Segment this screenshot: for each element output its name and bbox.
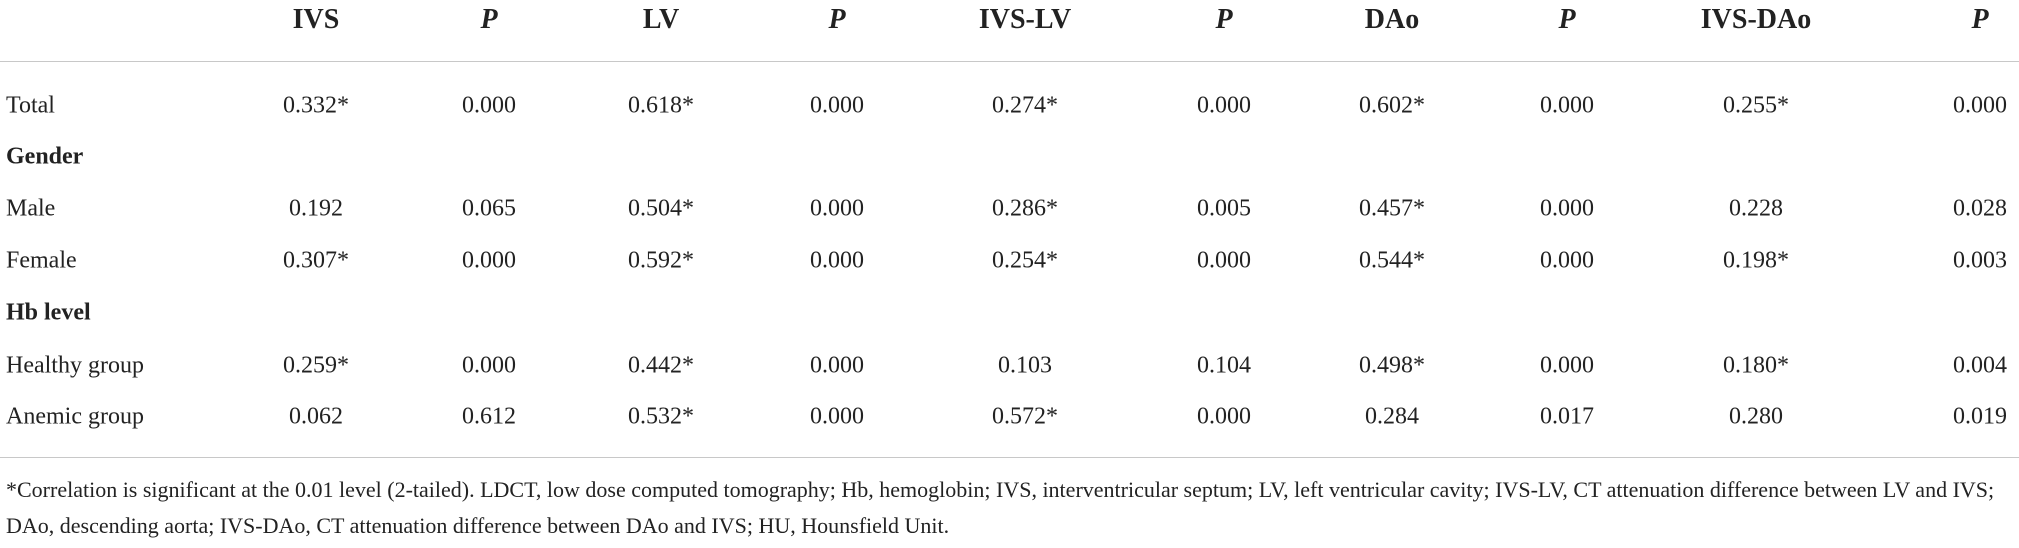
cell: 0.019 [1953,403,2007,430]
cell: 0.000 [1953,92,2007,119]
cell: 0.532* [628,403,694,430]
row-label: Male [6,195,56,222]
cell: 0.198* [1723,247,1789,274]
cell: 0.028 [1953,195,2007,222]
row-label: Anemic group [6,403,144,430]
cell: 0.255* [1723,92,1789,119]
cell: 0.286* [992,195,1058,222]
cell: 0.000 [1197,247,1251,274]
cell: 0.504* [628,195,694,222]
cell: 0.000 [462,352,516,379]
cell: 0.065 [462,195,516,222]
cell: 0.000 [462,92,516,119]
column-header: IVS [292,4,340,35]
cell: 0.254* [992,247,1058,274]
cell: 0.000 [1197,92,1251,119]
cell: 0.000 [462,247,516,274]
section-label: Hb level [6,299,91,326]
footnote: *Correlation is significant at the 0.01 … [6,477,1995,538]
column-header: IVS-DAo [1700,4,1812,35]
row-label: Total [6,92,55,119]
column-header: DAo [1364,4,1420,35]
cell: 0.104 [1197,352,1251,379]
cell: 0.192 [289,195,343,222]
cell: 0.000 [810,195,864,222]
cell: 0.003 [1953,247,2007,274]
column-header: P [828,4,846,35]
header-rule [0,61,2019,62]
row-label: Female [6,247,77,274]
column-header: P [480,4,498,35]
cell: 0.274* [992,92,1058,119]
cell: 0.000 [1540,352,1594,379]
cell: 0.618* [628,92,694,119]
cell: 0.442* [628,352,694,379]
cell: 0.307* [283,247,349,274]
cell: 0.457* [1359,195,1425,222]
cell: 0.259* [283,352,349,379]
column-header: P [1971,4,1989,35]
cell: 0.062 [289,403,343,430]
cell: 0.602* [1359,92,1425,119]
row-label: Healthy group [6,352,144,379]
cell: 0.004 [1953,352,2007,379]
cell: 0.284 [1365,403,1419,430]
column-header: P [1558,4,1576,35]
cell: 0.592* [628,247,694,274]
column-header: P [1215,4,1233,35]
cell: 0.544* [1359,247,1425,274]
cell: 0.572* [992,403,1058,430]
cell: 0.000 [810,403,864,430]
cell: 0.280 [1729,403,1783,430]
column-header: LV [642,4,680,35]
cell: 0.612 [462,403,516,430]
section-label: Gender [6,143,84,170]
cell: 0.000 [1540,247,1594,274]
cell: 0.017 [1540,403,1594,430]
cell: 0.103 [998,352,1052,379]
cell: 0.000 [810,352,864,379]
cell: 0.000 [1540,195,1594,222]
cell: 0.000 [810,247,864,274]
column-header: IVS-LV [978,4,1072,35]
cell: 0.180* [1723,352,1789,379]
cell: 0.005 [1197,195,1251,222]
cell: 0.228 [1729,195,1783,222]
cell: 0.000 [1540,92,1594,119]
cell: 0.000 [1197,403,1251,430]
cell: 0.000 [810,92,864,119]
bottom-rule [0,457,2019,458]
cell: 0.332* [283,92,349,119]
cell: 0.498* [1359,352,1425,379]
